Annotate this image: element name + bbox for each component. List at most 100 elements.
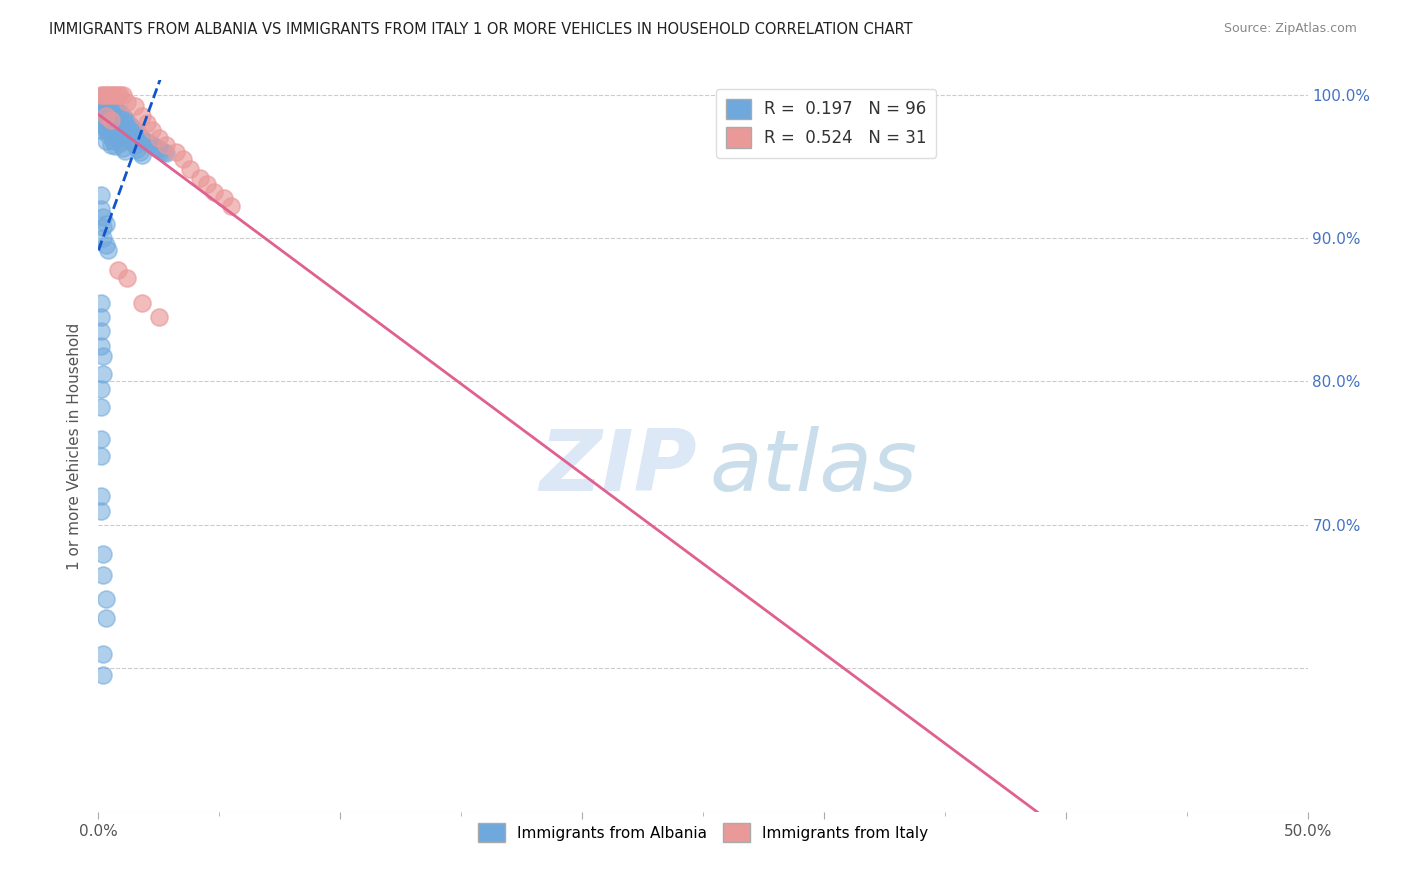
- Point: [91, 97, 114, 112]
- Point: [100, 87, 122, 102]
- Point: [121, 120, 143, 135]
- Point: [118, 132, 141, 146]
- Point: [90, 116, 112, 130]
- Point: [124, 137, 146, 152]
- Point: [94, 109, 117, 123]
- Point: [111, 87, 134, 102]
- Point: [108, 106, 131, 120]
- Point: [91, 668, 114, 682]
- Point: [179, 162, 201, 177]
- Point: [131, 148, 153, 162]
- Point: [97, 103, 120, 118]
- Point: [94, 217, 117, 231]
- Point: [100, 104, 122, 119]
- Point: [114, 144, 136, 158]
- Point: [155, 146, 177, 161]
- Point: [94, 92, 117, 106]
- Point: [107, 103, 129, 118]
- Text: IMMIGRANTS FROM ALBANIA VS IMMIGRANTS FROM ITALY 1 OR MORE VEHICLES IN HOUSEHOLD: IMMIGRANTS FROM ALBANIA VS IMMIGRANTS FR…: [49, 22, 912, 37]
- Point: [107, 87, 129, 102]
- Point: [91, 547, 114, 561]
- Point: [195, 177, 218, 191]
- Point: [91, 90, 114, 104]
- Text: atlas: atlas: [709, 426, 917, 509]
- Point: [128, 145, 150, 159]
- Point: [90, 503, 112, 517]
- Point: [108, 136, 131, 151]
- Point: [135, 116, 157, 130]
- Point: [104, 101, 127, 115]
- Point: [141, 123, 163, 137]
- Legend: Immigrants from Albania, Immigrants from Italy: Immigrants from Albania, Immigrants from…: [471, 817, 935, 848]
- Point: [107, 130, 129, 145]
- Point: [101, 108, 124, 122]
- Point: [91, 231, 114, 245]
- Point: [124, 123, 146, 137]
- Point: [138, 136, 160, 151]
- Point: [104, 87, 127, 102]
- Text: Source: ZipAtlas.com: Source: ZipAtlas.com: [1223, 22, 1357, 36]
- Point: [90, 295, 112, 310]
- Point: [148, 310, 170, 324]
- Point: [107, 115, 129, 129]
- Point: [90, 432, 112, 446]
- Point: [104, 139, 127, 153]
- Point: [131, 295, 153, 310]
- Point: [155, 137, 177, 152]
- Point: [100, 96, 122, 111]
- Point: [97, 128, 120, 142]
- Point: [91, 104, 114, 119]
- Point: [124, 99, 146, 113]
- Point: [94, 106, 117, 120]
- Point: [90, 104, 112, 119]
- Point: [90, 310, 112, 324]
- Point: [111, 122, 134, 136]
- Point: [117, 95, 139, 109]
- Point: [91, 87, 114, 102]
- Point: [91, 647, 114, 661]
- Point: [117, 271, 139, 285]
- Point: [90, 401, 112, 415]
- Point: [114, 112, 136, 126]
- Point: [94, 87, 117, 102]
- Point: [90, 90, 112, 104]
- Point: [165, 145, 187, 159]
- Point: [90, 188, 112, 202]
- Point: [118, 118, 141, 132]
- Point: [90, 338, 112, 352]
- Point: [100, 137, 122, 152]
- Point: [108, 119, 131, 133]
- Point: [90, 489, 112, 503]
- Point: [91, 119, 114, 133]
- Point: [131, 132, 153, 146]
- Point: [97, 95, 120, 109]
- Point: [111, 141, 134, 155]
- Point: [101, 119, 124, 133]
- Point: [94, 238, 117, 252]
- Point: [90, 123, 112, 137]
- Point: [117, 115, 139, 129]
- Point: [145, 141, 167, 155]
- Point: [204, 185, 226, 199]
- Point: [117, 128, 139, 142]
- Point: [127, 126, 149, 140]
- Point: [221, 199, 243, 213]
- Point: [90, 95, 112, 109]
- Point: [91, 349, 114, 363]
- Y-axis label: 1 or more Vehicles in Household: 1 or more Vehicles in Household: [67, 322, 83, 570]
- Point: [94, 611, 117, 625]
- Point: [94, 592, 117, 607]
- Point: [90, 109, 112, 123]
- Point: [107, 262, 129, 277]
- Point: [97, 243, 120, 257]
- Point: [212, 191, 235, 205]
- Point: [134, 134, 156, 148]
- Point: [150, 144, 173, 158]
- Point: [90, 202, 112, 217]
- Point: [121, 135, 143, 149]
- Point: [91, 568, 114, 582]
- Point: [111, 109, 134, 123]
- Point: [108, 87, 131, 102]
- Point: [114, 125, 136, 139]
- Point: [135, 135, 157, 149]
